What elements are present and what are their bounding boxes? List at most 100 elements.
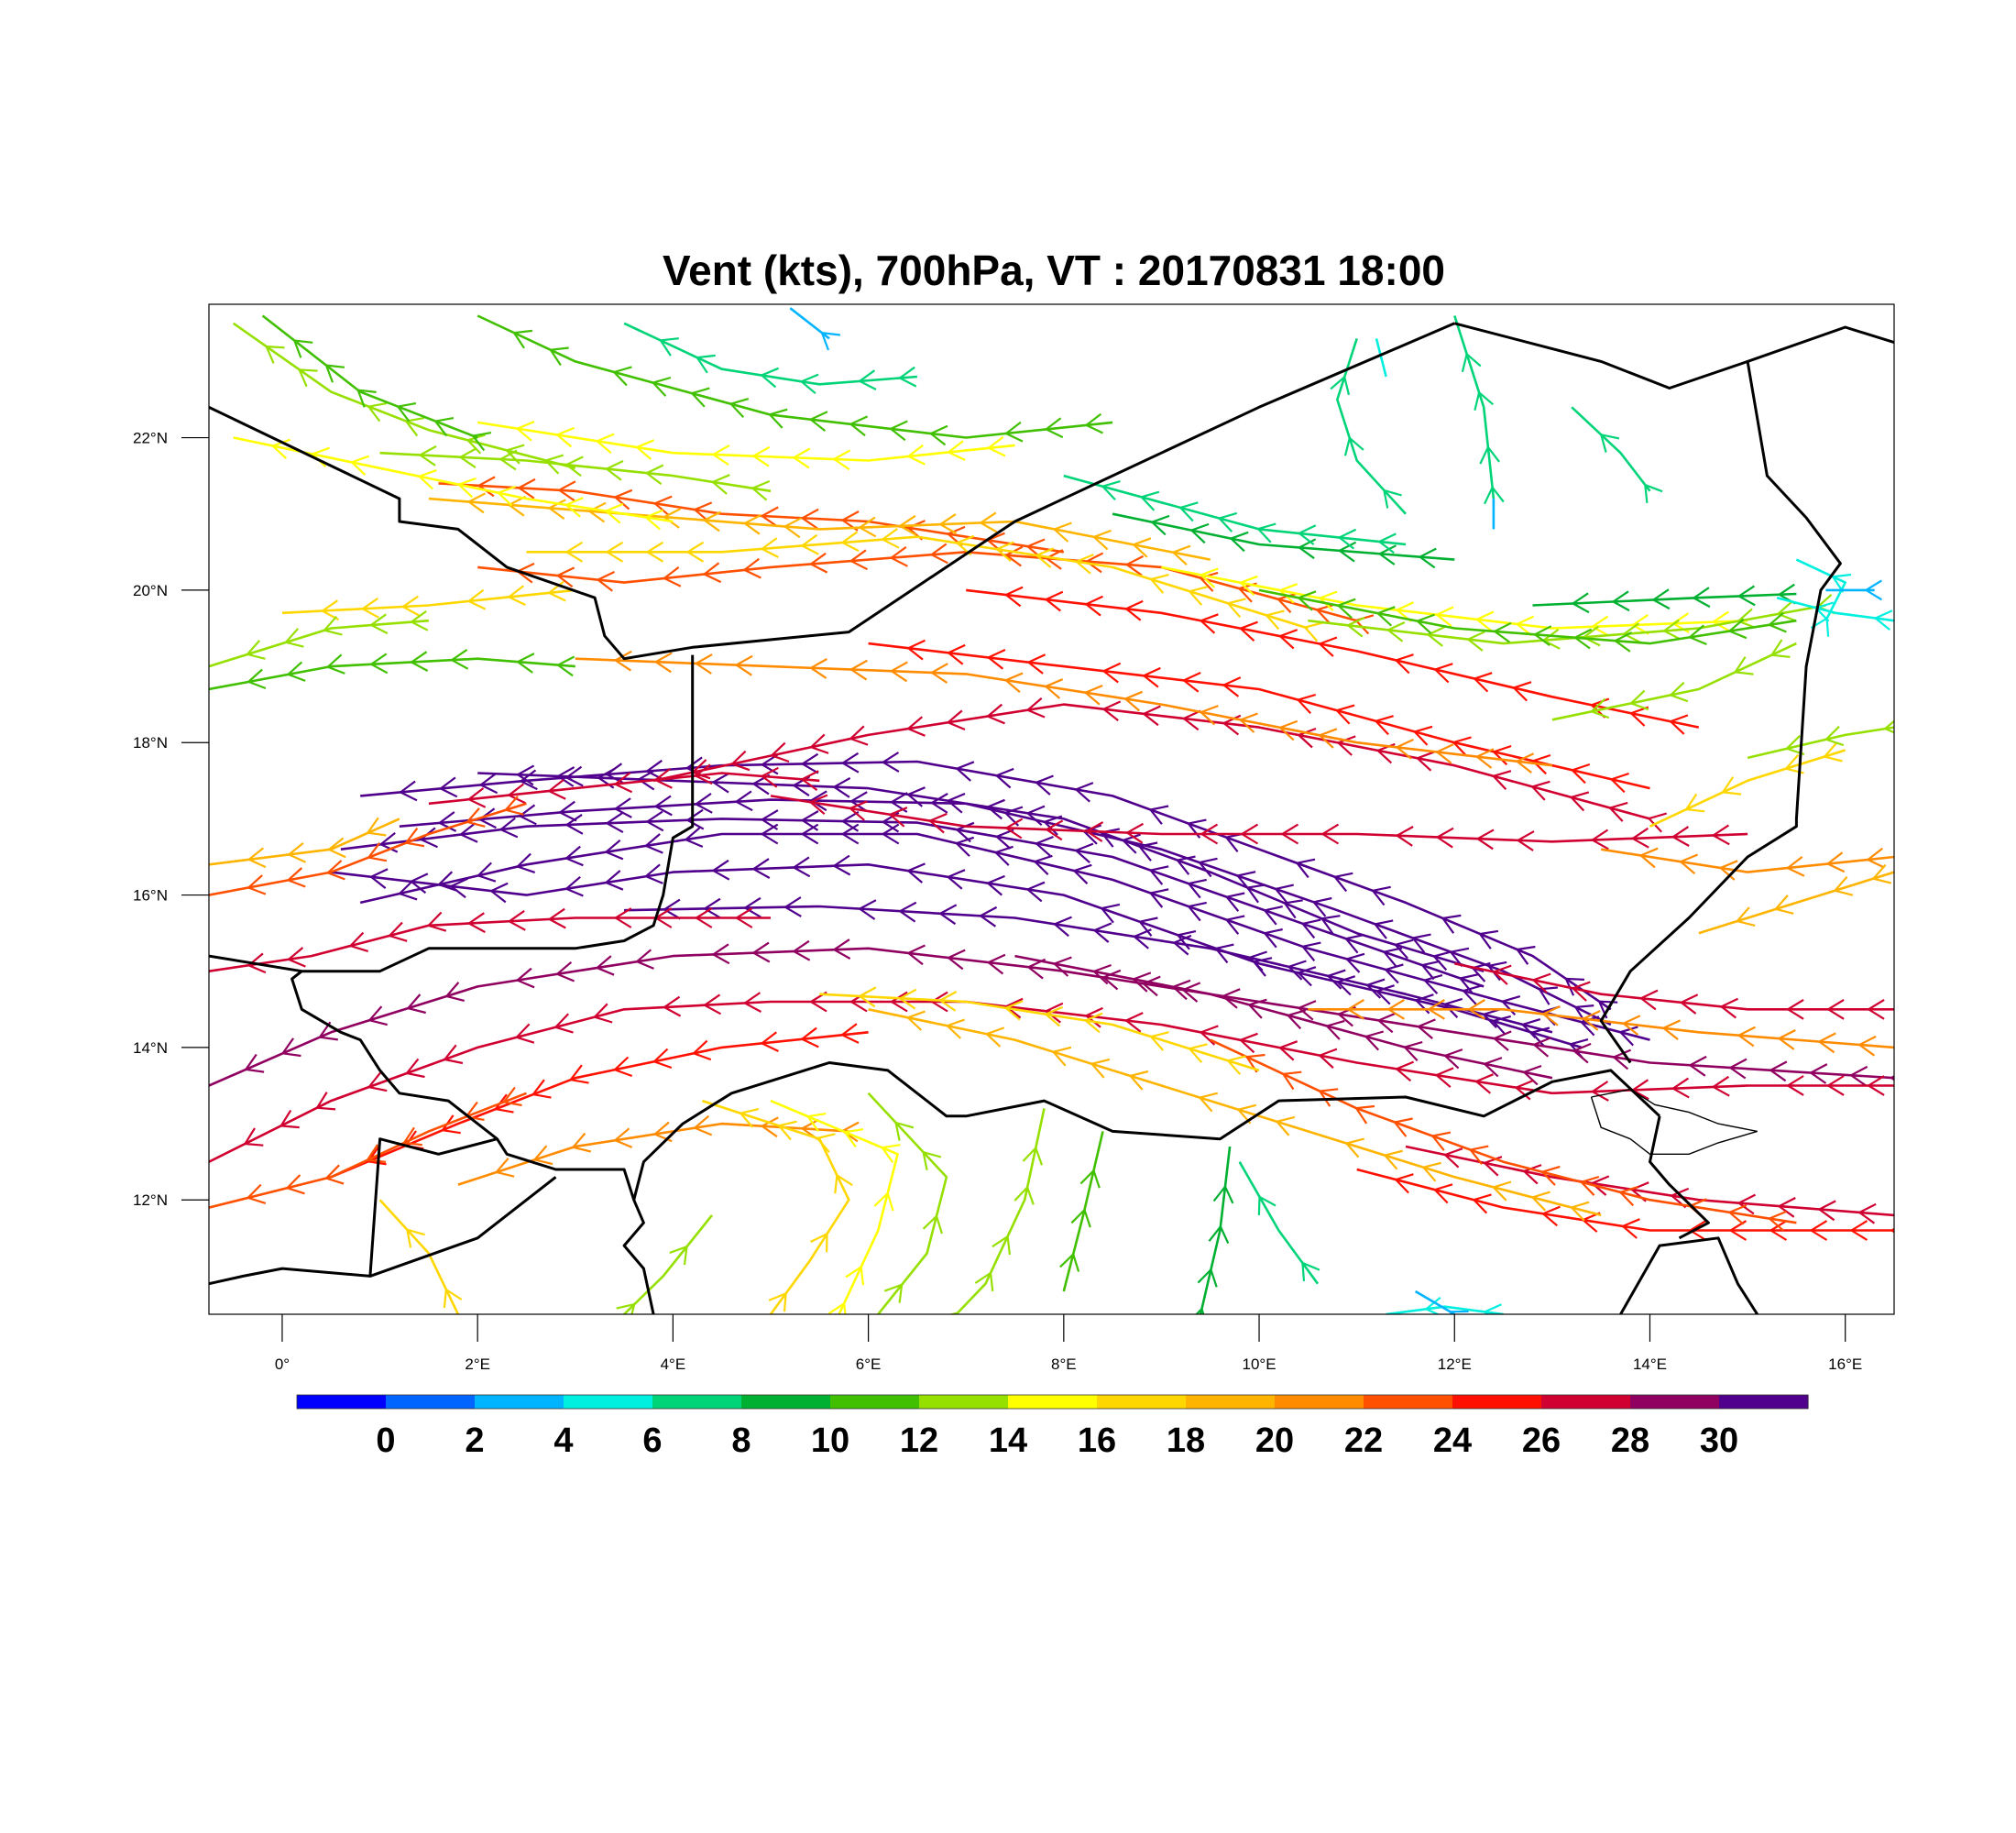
wind-arrow xyxy=(279,1109,300,1129)
wind-arrow xyxy=(832,854,851,876)
wind-arrow xyxy=(280,1037,301,1058)
wind-arrow xyxy=(1647,812,1668,833)
colorbar-swatch xyxy=(564,1395,653,1409)
streamline xyxy=(1308,604,1826,645)
wind-arrow xyxy=(695,354,716,374)
wind-arrow xyxy=(499,817,519,839)
wind-arrow xyxy=(751,479,771,501)
colorbar-label: 12 xyxy=(900,1421,938,1460)
wind-arrow xyxy=(438,776,458,798)
wind-arrow xyxy=(658,337,679,357)
streamline xyxy=(209,916,771,972)
wind-arrow xyxy=(858,516,877,538)
wind-arrow xyxy=(1491,1015,1511,1036)
wind-arrow xyxy=(1318,1048,1338,1070)
wind-arrow xyxy=(1769,639,1791,658)
wind-arrow xyxy=(1382,947,1403,967)
wind-arrow xyxy=(456,477,477,499)
wind-arrow xyxy=(1432,1183,1453,1204)
colorbar: 0 2 4 6 8 10 12 14 16 18 20 22 24 26 28 30 xyxy=(296,1394,1809,1460)
wind-arrow xyxy=(1727,1204,1748,1225)
wind-arrow xyxy=(426,911,447,932)
wind-arrow xyxy=(1442,1048,1463,1070)
wind-arrow xyxy=(1083,684,1103,706)
wind-arrow xyxy=(1377,544,1397,565)
wind-arrow xyxy=(1394,653,1414,675)
wind-arrow xyxy=(1435,606,1454,627)
wind-arrow xyxy=(986,435,1006,457)
colorbar-label: 30 xyxy=(1700,1421,1738,1460)
wind-arrow xyxy=(653,795,673,817)
wind-arrow xyxy=(792,856,811,878)
wind-arrow xyxy=(1051,1046,1072,1067)
wind-arrow xyxy=(1281,1070,1302,1091)
wind-arrow xyxy=(808,411,828,432)
wind-arrow xyxy=(1728,1058,1748,1080)
wind-arrow xyxy=(809,733,829,754)
wind-arrow xyxy=(1224,915,1245,935)
plot-frame xyxy=(208,303,1895,1315)
streamline xyxy=(330,1031,869,1179)
streamline xyxy=(1414,1290,1455,1314)
wind-arrow xyxy=(1275,1115,1296,1136)
border-line xyxy=(209,1137,498,1286)
colorbar-swatch xyxy=(297,1395,387,1409)
wind-arrow xyxy=(325,653,345,675)
streamline xyxy=(477,421,1015,462)
wind-arrow xyxy=(653,768,673,789)
wind-arrow xyxy=(605,541,624,563)
wind-arrow xyxy=(349,455,370,476)
wind-arrow xyxy=(399,780,418,802)
lat-tick-label: 22°N xyxy=(133,430,168,447)
border-line xyxy=(290,654,695,1314)
wind-arrow xyxy=(1871,863,1892,884)
wind-arrow xyxy=(1688,1220,1707,1241)
wind-arrow xyxy=(1033,854,1053,875)
wind-arrow xyxy=(466,912,486,934)
wind-arrow xyxy=(1364,1030,1385,1051)
wind-arrow xyxy=(1280,823,1299,845)
wind-arrow xyxy=(1442,1147,1463,1169)
wind-arrow xyxy=(1171,979,1191,1001)
wind-arrow xyxy=(1733,656,1754,675)
wind-arrow xyxy=(1044,1002,1064,1024)
wind-arrow xyxy=(1354,1104,1375,1125)
colorbar-label: 0 xyxy=(376,1421,395,1460)
wind-arrow xyxy=(644,464,664,486)
streamline xyxy=(360,760,1612,1011)
wind-arrow xyxy=(1044,590,1064,612)
wind-arrow xyxy=(400,595,420,617)
wind-arrow xyxy=(767,408,788,429)
wind-arrow xyxy=(612,1056,633,1078)
wind-arrow xyxy=(927,812,948,834)
wind-arrow xyxy=(604,460,624,481)
wind-arrow xyxy=(1148,805,1169,825)
wind-arrow xyxy=(318,1021,338,1041)
wind-arrow xyxy=(889,661,908,683)
wind-arrow xyxy=(1297,524,1317,545)
wind-arrow xyxy=(1353,614,1375,635)
streamline xyxy=(1063,474,1407,546)
wind-arrow xyxy=(613,772,633,794)
wind-arrow xyxy=(1373,919,1394,939)
wind-arrow xyxy=(1197,1268,1218,1288)
wind-arrow xyxy=(1238,1032,1258,1054)
wind-arrow xyxy=(1052,956,1072,977)
wind-arrow xyxy=(1474,390,1495,411)
wind-arrow xyxy=(1277,1040,1298,1061)
wind-arrow xyxy=(929,543,948,565)
wind-arrow xyxy=(515,967,535,989)
wind-arrow xyxy=(1688,1055,1707,1077)
streamline xyxy=(819,993,1260,1072)
streamline xyxy=(477,772,1485,972)
wind-arrow xyxy=(1515,752,1535,774)
wind-arrow xyxy=(1857,1035,1877,1057)
lat-tick-label: 18°N xyxy=(133,734,168,752)
wind-arrow xyxy=(922,1213,943,1235)
wind-arrow xyxy=(800,1026,819,1048)
colorbar-label: 28 xyxy=(1611,1421,1649,1460)
wind-arrow xyxy=(1418,547,1437,569)
wind-arrow xyxy=(1516,830,1535,851)
wind-arrow xyxy=(1434,1067,1454,1088)
wind-arrow xyxy=(832,776,851,798)
